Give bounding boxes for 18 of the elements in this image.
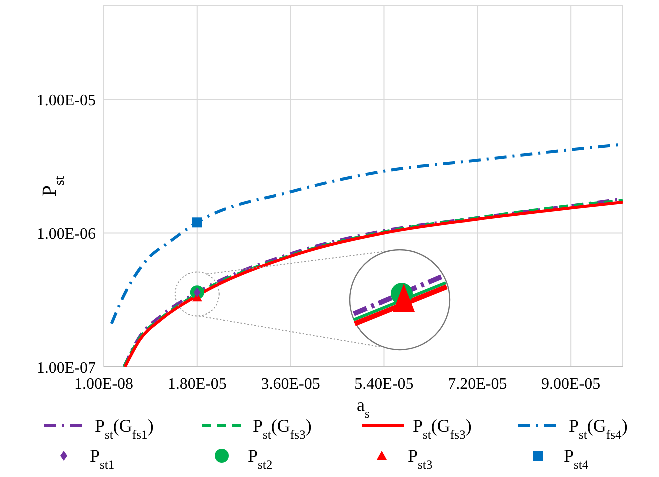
x-tick-label: 7.20E-05 [448,376,508,393]
y-tick-label: 1.00E-06 [36,226,96,244]
legend-label: P$_{st3}$ [408,446,433,472]
x-tick-label: 1.80E-05 [168,376,227,393]
x-tick-label: 5.40E-05 [354,376,414,393]
y-tick-label: 1.00E-07 [36,360,96,377]
x-tick-label: 1.00E-08 [74,376,134,393]
x-tick-label: 9.00E-05 [542,376,601,393]
y-tick-label: 1.00E-05 [36,92,96,110]
legend-label: P$_{st}$(G$_{fs4}$) [569,416,628,442]
x-axis-title: a$_{s}$ [357,395,370,421]
legend-label: P$_{st1}$ [90,446,115,472]
legend-label: P$_{st4}$ [564,446,590,472]
x-tick-label: 3.60E-05 [261,376,320,393]
legend-label: P$_{st}$(G$_{fs3}$) [413,416,472,442]
legend-label: P$_{st}$(G$_{fs3}$) [253,416,312,442]
legend-label: P$_{st}$(G$_{fs1}$) [95,416,154,442]
legend-label: P$_{st2}$ [248,446,273,472]
